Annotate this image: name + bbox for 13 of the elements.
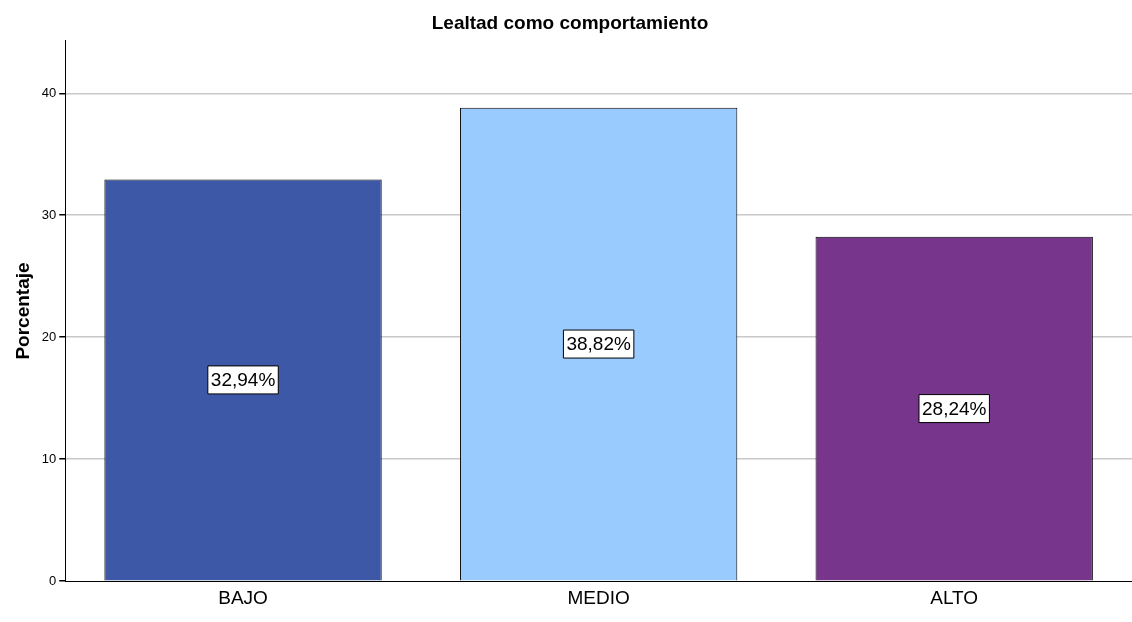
y-tick-label: 30 — [41, 206, 57, 222]
chart-title: Lealtad como comportamiento — [431, 11, 709, 33]
y-tick-label: 0 — [49, 572, 57, 588]
data-label: 32,94% — [210, 369, 276, 391]
data-label: 28,24% — [921, 397, 987, 419]
y-tick-label: 40 — [41, 84, 57, 100]
y-axis-title: Porcentaje — [11, 262, 33, 360]
data-label: 38,82% — [566, 333, 631, 355]
y-tick-label: 10 — [41, 450, 57, 466]
x-tick-label: BAJO — [218, 586, 268, 608]
y-tick-label: 20 — [41, 328, 57, 344]
x-tick-label: MEDIO — [567, 586, 630, 608]
x-tick-label: ALTO — [930, 586, 979, 608]
